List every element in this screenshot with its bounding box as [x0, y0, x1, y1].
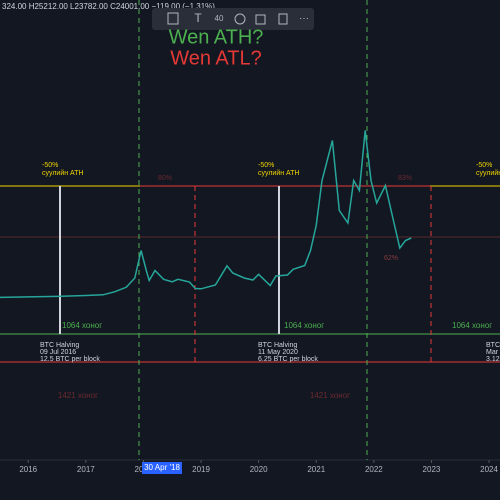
- annotation: 1421 хоног: [58, 391, 98, 400]
- x-tick-label: 2016: [19, 465, 37, 474]
- toolbar: T 40 ⋯: [152, 8, 314, 30]
- tool-icon[interactable]: [167, 12, 179, 25]
- annotation: 1064 хоног: [62, 321, 102, 330]
- annotation: BTC Halving: [40, 342, 79, 349]
- tool-icon[interactable]: T: [194, 11, 202, 25]
- annotation: суулийн ATH: [258, 169, 300, 177]
- x-tick-label: 2019: [192, 465, 210, 474]
- crosshair-label-bg: [142, 462, 182, 474]
- price-line: [0, 130, 412, 299]
- annotation: Wen ATH?: [169, 26, 264, 48]
- annotation: суулийн ATH: [42, 169, 84, 177]
- ohlc-header: 324.00 H25212.00 L23782.00 C24001.00 −11…: [2, 2, 215, 11]
- annotation: 12.5 BTC per block: [40, 356, 100, 363]
- annotation: 11 May 2020: [258, 349, 298, 356]
- x-tick-label: 2020: [250, 465, 268, 474]
- annotation: -50%: [258, 162, 274, 169]
- tool-icon[interactable]: [234, 13, 246, 25]
- x-tick-label: 2022: [365, 465, 383, 474]
- toolbar-bg: [152, 8, 314, 30]
- annotation: 1421 хоног: [310, 391, 350, 400]
- tool-icon[interactable]: 40: [215, 14, 224, 23]
- crosshair-label: 30 Apr '18: [144, 463, 180, 472]
- x-tick-label: 2023: [423, 465, 441, 474]
- annotation: суулийн ATH: [476, 169, 500, 177]
- tool-icon[interactable]: [278, 13, 288, 25]
- annotation: 6.25 BTC per block: [258, 356, 318, 363]
- annotation: 62%: [384, 255, 398, 262]
- x-tick-label: 2024: [480, 465, 498, 474]
- x-tick-label: 2017: [77, 465, 95, 474]
- annotation: Mar: [486, 349, 499, 356]
- annotation: BTC Halving: [258, 342, 297, 349]
- annotation: -50%: [476, 162, 492, 169]
- tool-icon[interactable]: ⋯: [299, 14, 309, 25]
- annotation: Wen ATL?: [170, 47, 262, 69]
- annotation: -50%: [42, 162, 58, 169]
- tool-icon[interactable]: [255, 14, 266, 25]
- annotation: 1064 хоног: [452, 321, 492, 330]
- drawings: [0, 0, 500, 460]
- x-tick-label: 2021: [307, 465, 325, 474]
- annotation: 80%: [158, 175, 172, 182]
- annotation: 3.12: [486, 356, 500, 363]
- annotation: 1064 хоног: [284, 321, 324, 330]
- annotation: 83%: [398, 175, 412, 182]
- annotation: BTC: [486, 342, 500, 349]
- annotation: 09 Jul 2016: [40, 349, 76, 356]
